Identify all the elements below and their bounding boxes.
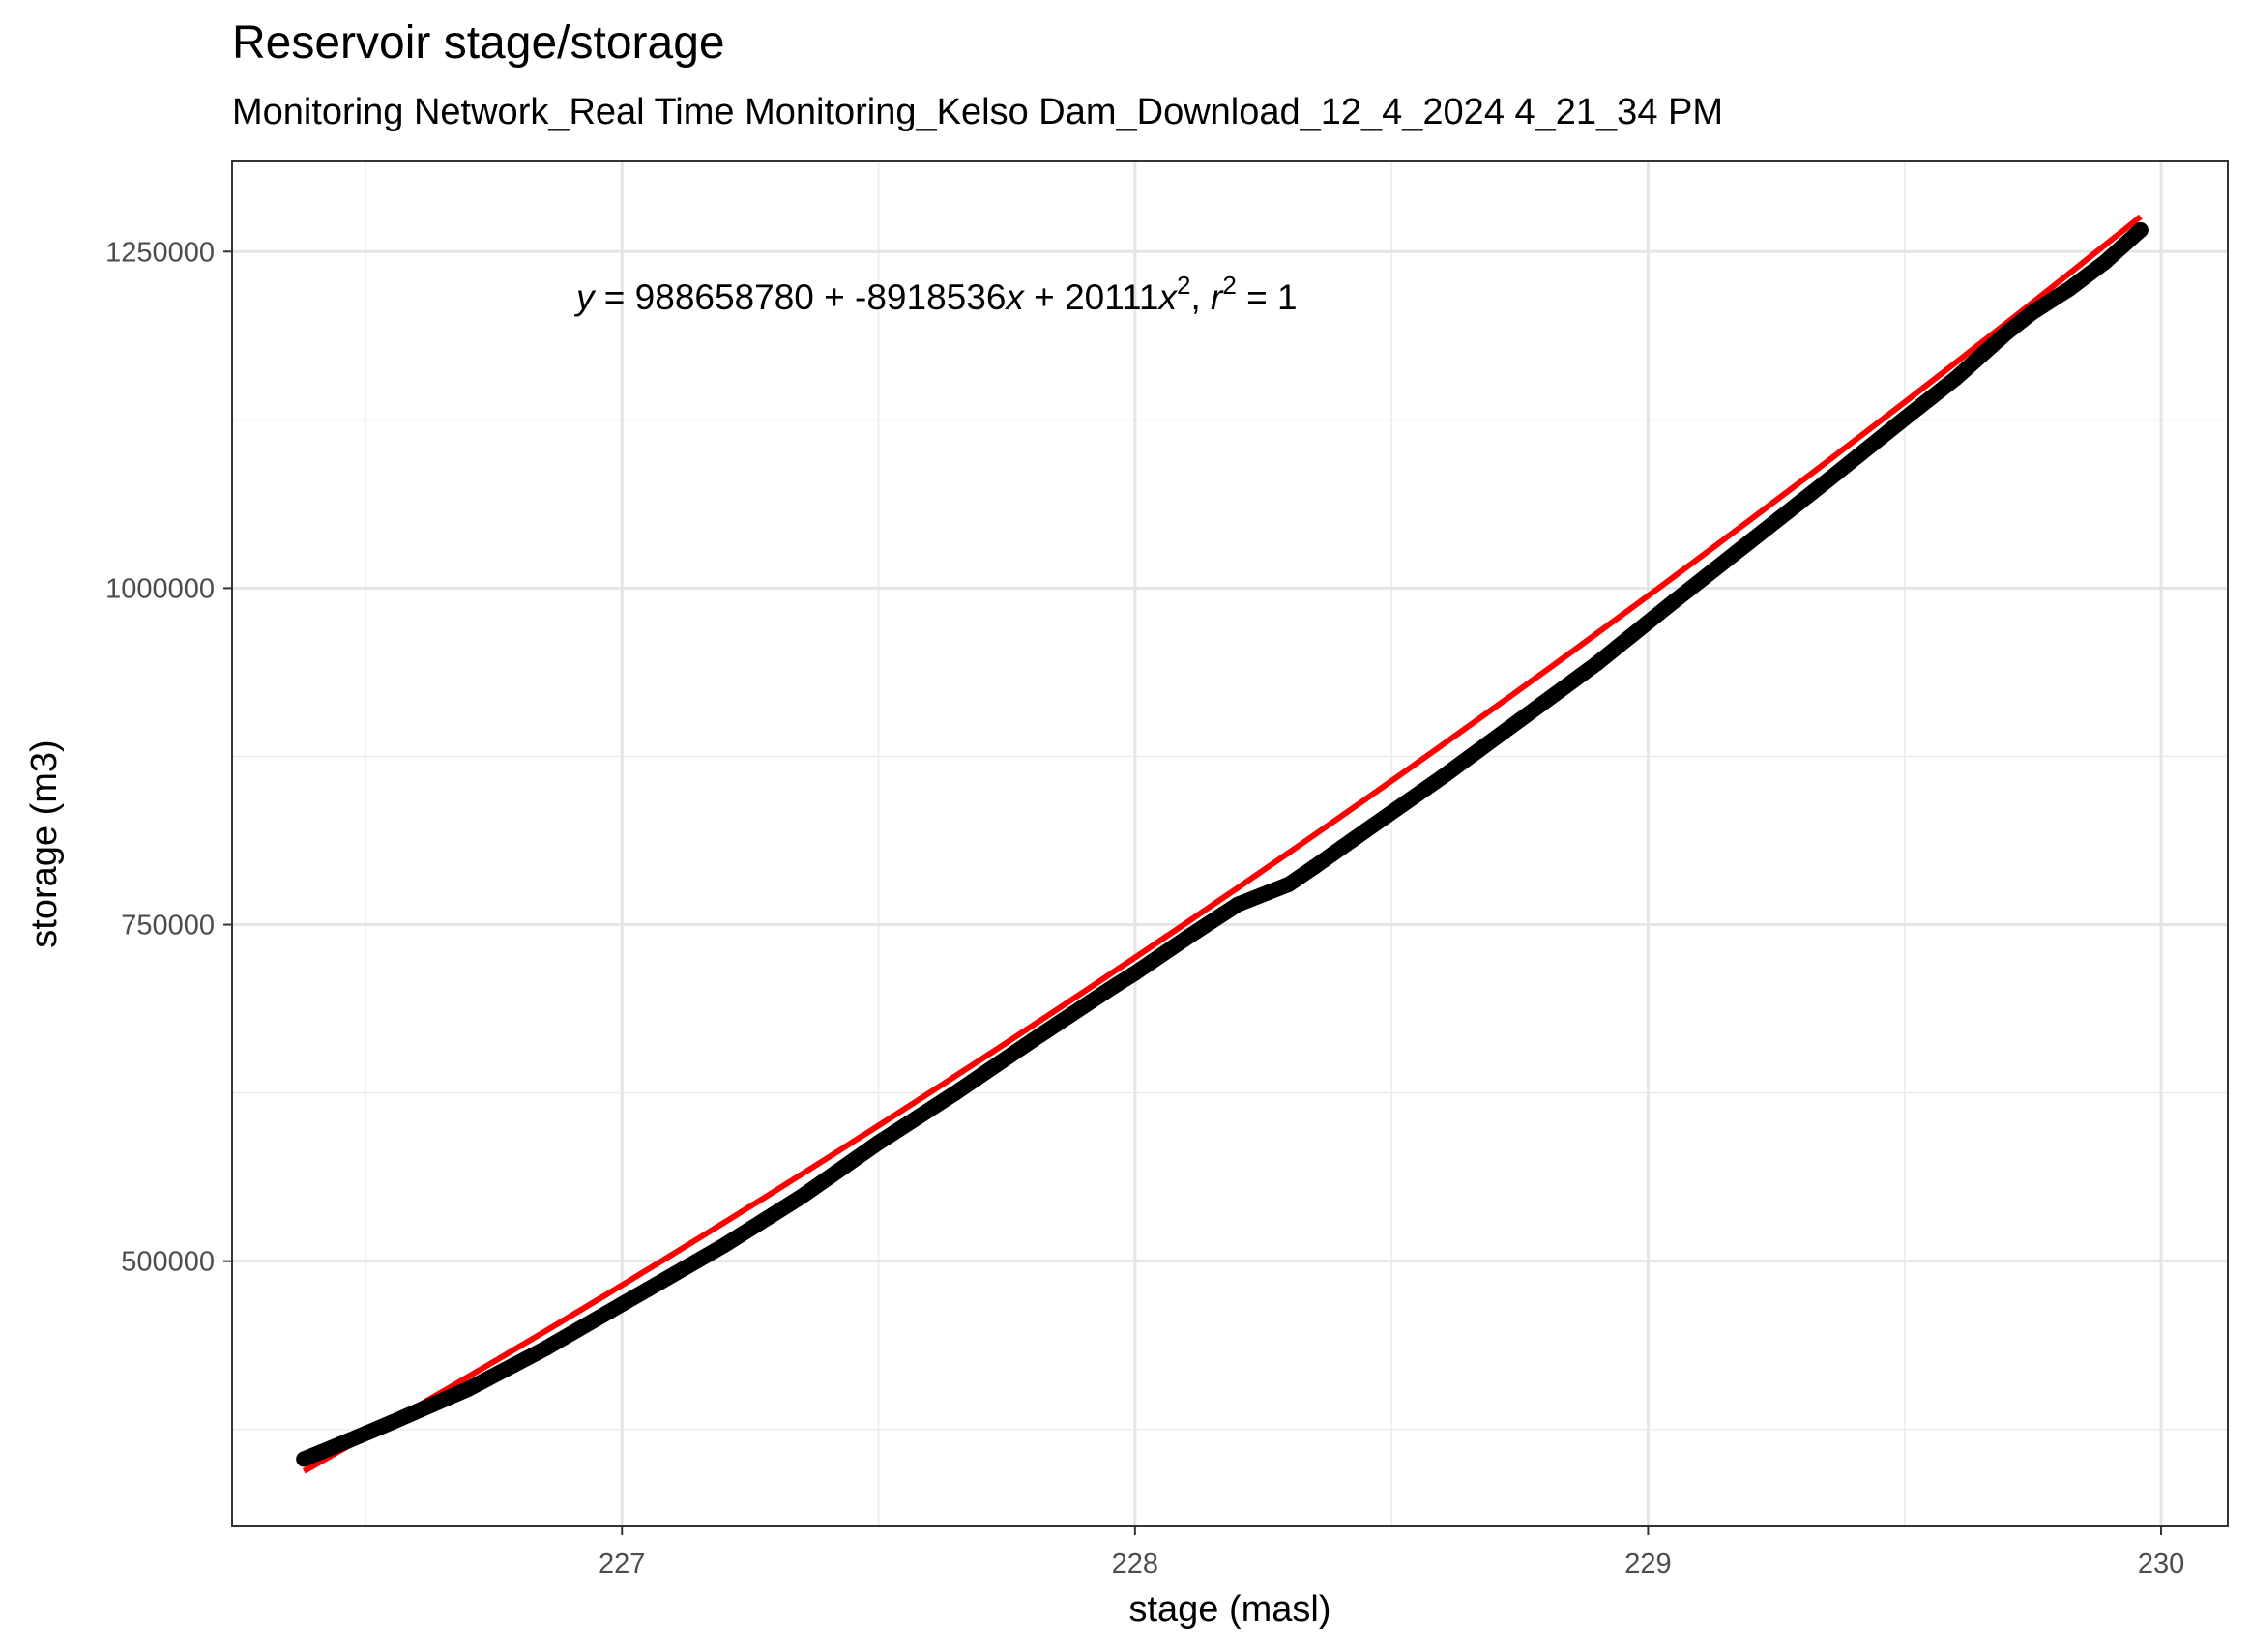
data-point: [1358, 823, 1374, 839]
data-point: [1306, 858, 1323, 875]
data-point: [1665, 594, 1681, 610]
eq-y-symbol: y: [573, 277, 597, 317]
eq-part-3: = 1: [1237, 277, 1298, 317]
data-point: [716, 1236, 733, 1253]
data-point: [1947, 370, 1964, 387]
fit-curve: [302, 214, 2143, 1474]
data-point: [2025, 304, 2041, 320]
x-tick-label: 229: [1624, 1549, 1671, 1580]
fit-equation-label: y = 988658780 + -8918536x + 20111x2, r2 …: [573, 271, 1298, 317]
eq-r-symbol: r: [1211, 277, 1224, 317]
data-point: [1178, 930, 1194, 946]
eq-part-1: = 988658780 + -8918536: [595, 277, 1007, 317]
y-axis-title: storage (m3): [24, 739, 65, 947]
data-point: [2132, 222, 2149, 239]
data-point: [1101, 981, 1118, 998]
grid-layer: [232, 161, 2228, 1526]
x-axis: 227 228 229 230: [599, 1526, 2184, 1580]
eq-exponent-2: 2: [1222, 271, 1236, 300]
data-point: [1820, 473, 1836, 489]
y-tick-label: 1000000: [105, 573, 215, 604]
data-point: [793, 1188, 809, 1204]
x-tick-label: 227: [599, 1549, 645, 1580]
data-point: [2096, 254, 2113, 271]
y-tick-label: 1250000: [105, 237, 215, 268]
data-point: [639, 1281, 656, 1297]
data-point: [332, 1436, 348, 1453]
data-point: [383, 1414, 399, 1431]
data-point: [1511, 711, 1528, 728]
data-point: [1126, 965, 1143, 981]
y-tick-label: 750000: [121, 911, 215, 942]
data-point: [537, 1341, 553, 1357]
eq-x2-symbol: x: [1156, 277, 1178, 317]
fit-layer: [302, 214, 2143, 1474]
x-tick-label: 228: [1112, 1549, 1158, 1580]
data-point: [1999, 324, 2015, 340]
plot-panel: [232, 161, 2228, 1526]
data-point: [870, 1135, 887, 1151]
data-point: [2061, 281, 2077, 298]
y-axis: 500000 750000 1000000 1250000: [105, 237, 232, 1278]
data-point: [296, 1451, 312, 1467]
eq-part-2: + 20111: [1024, 277, 1159, 317]
data-point: [1896, 410, 1913, 426]
data-point: [1281, 876, 1298, 892]
x-axis-title: stage (masl): [1128, 1589, 1330, 1630]
chart-subtitle: Monitoring Network_Real Time Monitoring_…: [232, 92, 1723, 132]
plot-border: [231, 160, 2229, 1527]
data-point: [460, 1380, 477, 1397]
data-point: [1742, 533, 1759, 549]
points-layer: [296, 222, 2149, 1467]
data-point: [1229, 896, 1245, 913]
eq-exponent-1: 2: [1177, 271, 1190, 300]
eq-comma: ,: [1190, 277, 1211, 317]
data-point: [1589, 655, 1605, 672]
y-tick-label: 500000: [121, 1247, 215, 1278]
x-tick-label: 230: [2138, 1549, 2184, 1580]
data-point: [614, 1296, 630, 1313]
data-point: [1435, 768, 1451, 785]
chart-title: Reservoir stage/storage: [232, 17, 725, 69]
eq-x-symbol: x: [1004, 277, 1025, 317]
data-point: [948, 1085, 964, 1101]
data-point: [1024, 1032, 1040, 1049]
